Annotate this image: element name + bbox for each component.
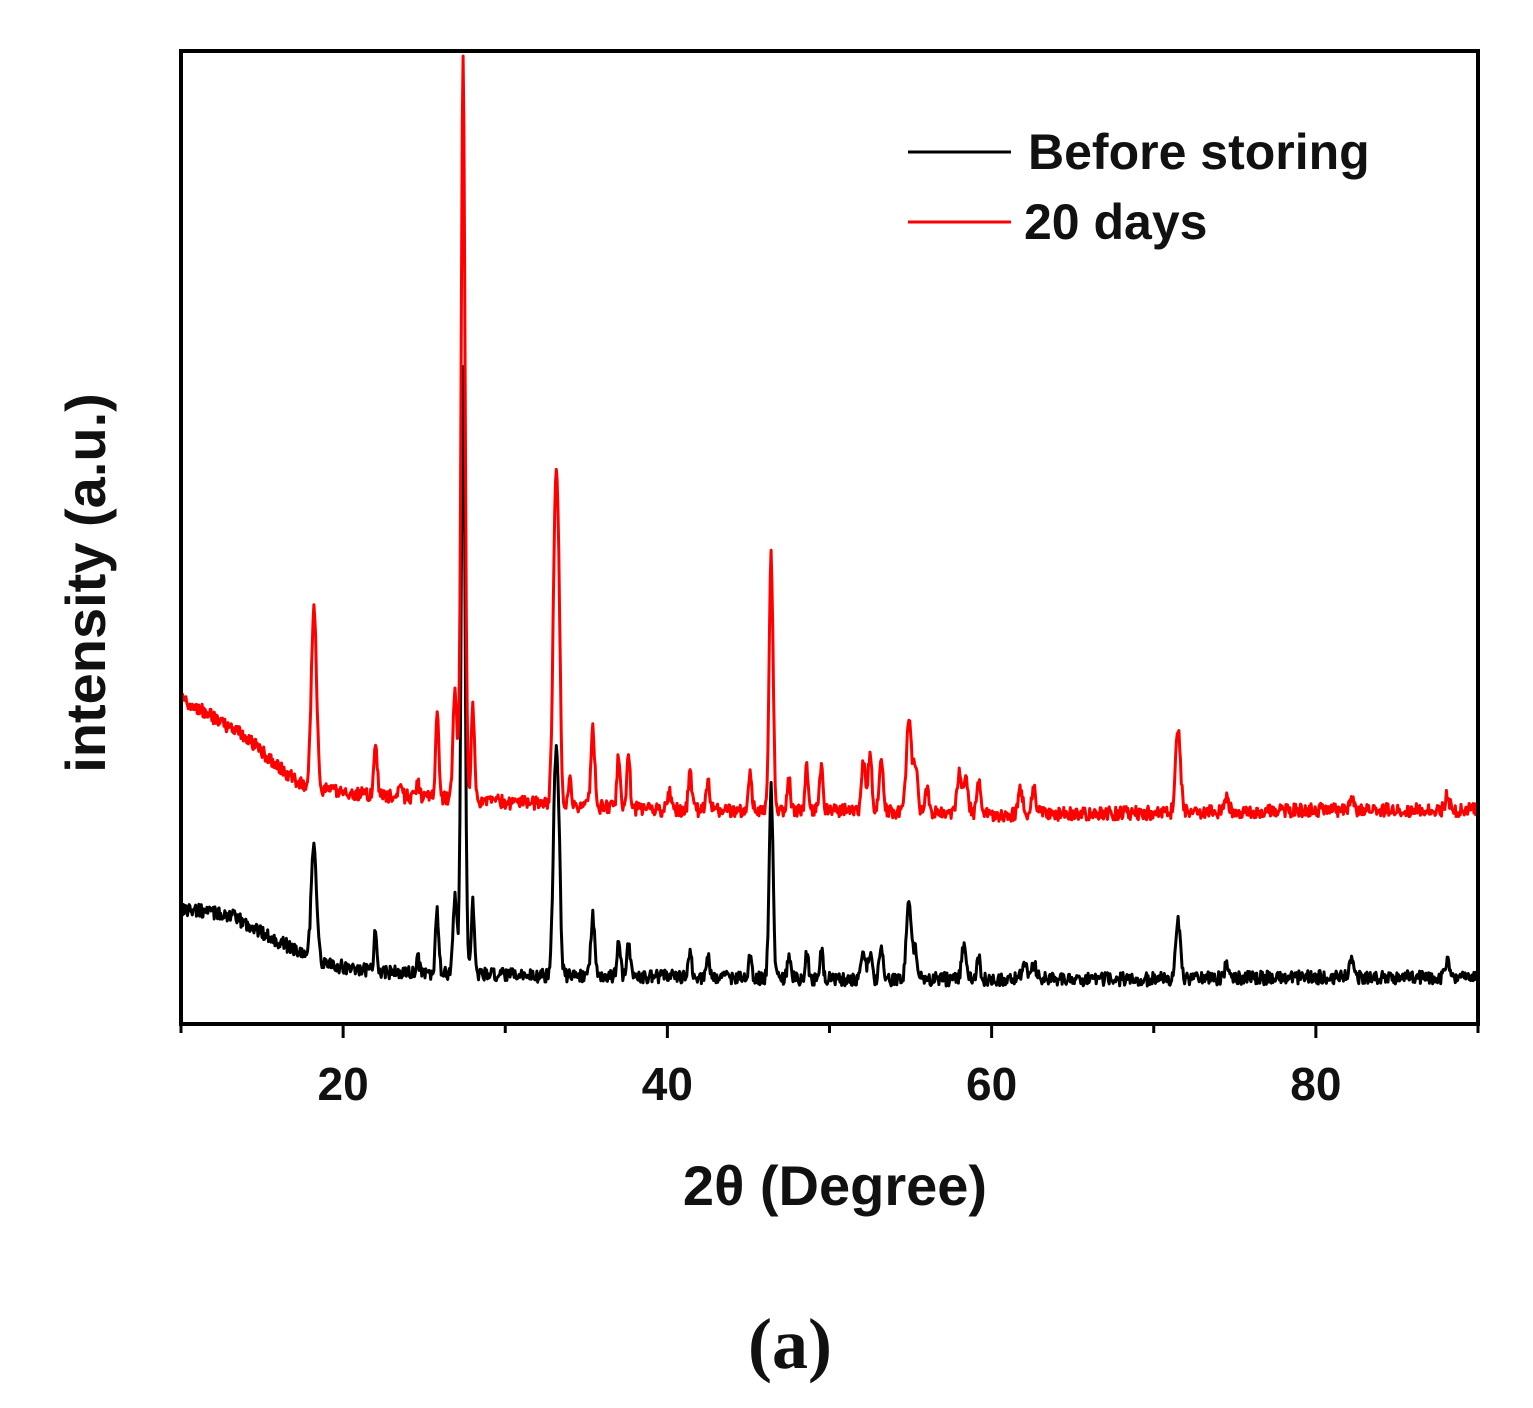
legend-label-20-days: 20 days	[1024, 194, 1207, 250]
x-axis-title: 2θ (Degree)	[683, 1154, 987, 1217]
x-axis-ticks: 20 40 60 80	[179, 1024, 1480, 1110]
x-tick-label: 40	[642, 1058, 693, 1110]
x-tick-label: 80	[1290, 1058, 1341, 1110]
x-tick-label: 60	[966, 1058, 1017, 1110]
series-line-20-days	[180, 54, 1480, 823]
legend-label-before-storing: Before storing	[1028, 124, 1370, 180]
y-axis-title: intensity (a.u.)	[54, 393, 117, 773]
figure-caption: (a)	[748, 1304, 832, 1384]
legend: Before storing 20 days	[908, 124, 1370, 250]
x-tick-label: 20	[318, 1058, 369, 1110]
series-line-before-storing	[179, 365, 1480, 988]
series-layer	[179, 54, 1480, 988]
